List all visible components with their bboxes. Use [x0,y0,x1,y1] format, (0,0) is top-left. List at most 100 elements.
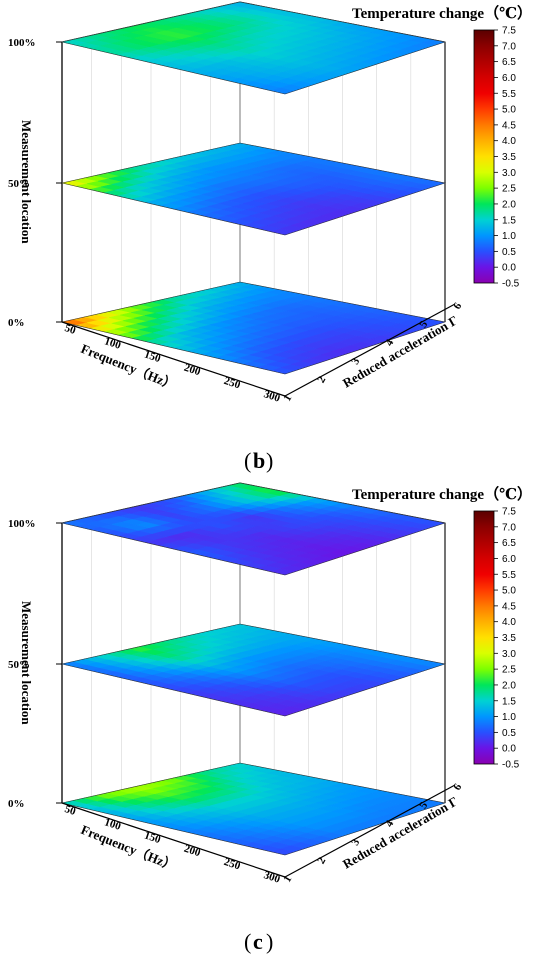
colorbar-tick-label: 1.0 [502,712,516,723]
colorbar-tick-label: 6.5 [502,538,516,549]
colorbar-tick-label: 2.0 [502,680,516,691]
colorbar-tick-label: 5.0 [502,586,516,597]
colorbar-tick-label: 1.0 [502,231,516,242]
x-tick-label: 200 [183,362,203,379]
colorbar-tick-label: 2.5 [502,665,516,676]
colorbar-tick-label: 2.5 [502,184,516,195]
x-tick-label: 300 [262,388,282,405]
colorbar-tick-label: 0.5 [502,728,516,739]
y-tick-label: 1 [281,393,294,404]
colorbar-tick-label: 5.5 [502,570,516,581]
colorbar-tick-label: 7.0 [502,41,516,52]
surface-outline [61,762,447,856]
surface-outline [61,142,447,236]
panel-label: c [253,929,263,954]
colorbar-tick-label: 6.0 [502,73,516,84]
colorbar-tick-label: 3.5 [502,152,516,163]
y-tick-label: 5 [417,319,430,330]
colorbar-tick-label: 7.5 [502,507,516,518]
y-tick-label: 6 [451,300,464,311]
x-tick-label: 250 [222,856,242,873]
z-tick-label: 100% [8,37,36,49]
y-tick-label: 4 [383,818,396,829]
colorbar-tick-label: -0.5 [502,760,520,771]
z-axis-label: Measurement location [19,120,34,244]
surface-outline [61,281,447,375]
x-tick-label: 250 [222,375,242,392]
colorbar-title: Temperature change（℃） [352,4,532,22]
colorbar-tick-label: 6.5 [502,57,516,68]
panel-label: b [253,448,265,473]
y-tick-label: 6 [451,781,464,792]
colorbar: 7.5 7.0 6.5 6.0 5.5 5.0 4.5 4.0 3.5 3.0 2.5 2.0 1.5 1… [473,26,520,290]
y-tick-label: 2 [315,855,328,866]
colorbar-tick-label: 2.0 [502,199,516,210]
colorbar-tick-label: 5.5 [502,89,516,100]
chart-b-svg: Temperature change（℃） ( b ) 100% 50% 0% Mea… [8,1,532,473]
x-axis-line [61,321,286,397]
x-tick-label: 100 [103,816,123,833]
colorbar-tick-label: 5.0 [502,105,516,116]
colorbar-tick-label: 4.5 [502,120,516,131]
panel-label-close: ) [266,448,273,473]
colorbar-tick-label: 7.5 [502,26,516,37]
chart-c-svg: Temperature change（℃） ( c ) 100% 50% 0% Mea… [8,482,532,954]
colorbar-gradient [473,29,495,284]
colorbar-tick-label: 4.0 [502,617,516,628]
panel-label-open: ( [244,929,251,954]
colorbar-tick-label: -0.5 [502,279,520,290]
surface-outline [61,1,447,95]
colorbar-tick-label: 0.0 [502,263,516,274]
z-tick-label: 50% [8,178,30,190]
x-tick-label: 50 [63,803,78,818]
colorbar-tick-label: 3.5 [502,633,516,644]
colorbar-tick-label: 6.0 [502,554,516,565]
surface-layer-100% [61,1,447,95]
colorbar-tick-label: 0.5 [502,247,516,258]
colorbar-tick-label: 1.5 [502,215,516,226]
colorbar: 7.5 7.0 6.5 6.0 5.5 5.0 4.5 4.0 3.5 3.0 2.5 2.0 1.5 1… [473,507,520,771]
y-tick-label: 2 [315,374,328,385]
colorbar-gradient [473,510,495,765]
y-axis-line [284,784,456,878]
colorbar-tick-label: 4.0 [502,136,516,147]
z-tick-label: 50% [8,659,30,671]
z-tick-label: 0% [8,317,25,329]
colorbar-tick-label: 0.0 [502,744,516,755]
panel-label-open: ( [244,448,251,473]
colorbar-tick-label: 1.5 [502,696,516,707]
panel-b: Temperature change（℃） ( b ) 100% 50% 0% Mea… [8,1,532,473]
colorbar-title: Temperature change（℃） [352,485,532,503]
x-tick-label: 150 [143,349,163,366]
colorbar-tick-label: 4.5 [502,601,516,612]
surface-layer-0% [61,762,447,856]
x-tick-label: 50 [63,322,78,337]
x-tick-label: 150 [143,830,163,847]
y-tick-label: 3 [349,356,362,367]
colorbar-tick-label: 7.0 [502,522,516,533]
surface-outline [61,482,447,576]
y-tick-label: 3 [349,837,362,848]
z-tick-label: 0% [8,798,25,810]
panel-label-close: ) [266,929,273,954]
y-tick-label: 4 [383,337,396,348]
y-tick-label: 1 [281,874,294,885]
x-tick-label: 200 [183,843,203,860]
colorbar-tick-label: 3.0 [502,649,516,660]
panel-c: Temperature change（℃） ( c ) 100% 50% 0% Mea… [0,481,550,962]
x-axis-label: Frequency（Hz） [79,822,178,874]
z-axis-label: Measurement location [19,601,34,725]
x-axis-label: Frequency（Hz） [79,341,178,393]
y-tick-label: 5 [417,800,430,811]
surface-layer-0% [61,281,447,375]
surface-layer-50% [61,623,447,717]
z-tick-label: 100% [8,518,36,530]
surface-layer-100% [61,482,447,576]
surface-outline [61,623,447,717]
x-axis-line [61,802,286,878]
surface-layer-50% [61,142,447,236]
colorbar-tick-label: 3.0 [502,168,516,179]
x-tick-label: 100 [103,335,123,352]
y-axis-line [284,303,456,397]
x-tick-label: 300 [262,869,282,886]
